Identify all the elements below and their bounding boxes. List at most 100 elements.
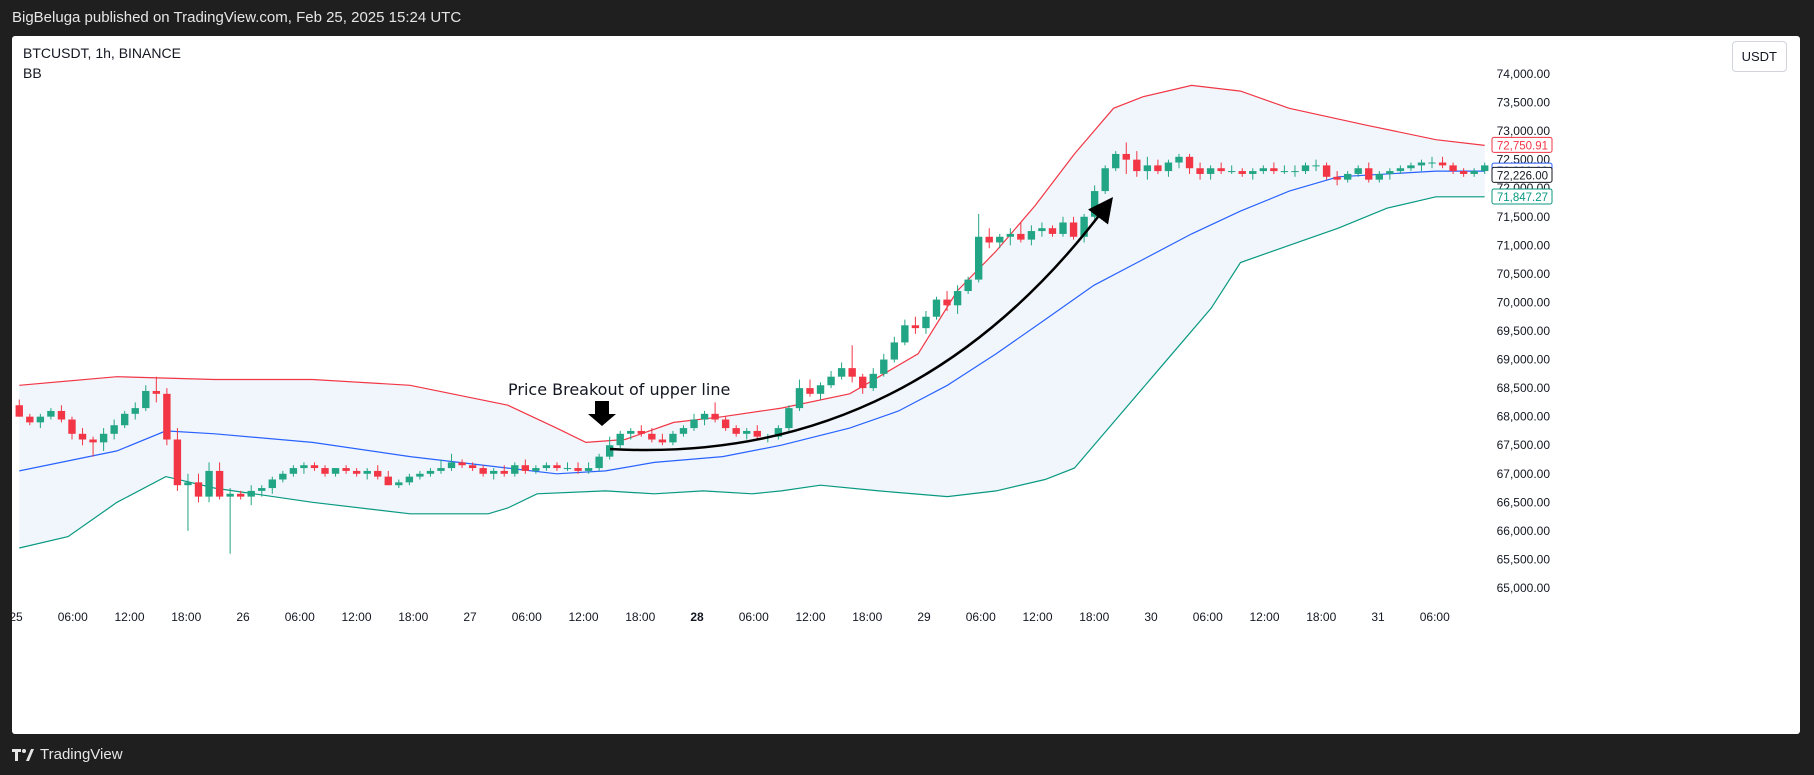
- candle-body: [226, 493, 234, 497]
- x-tick-label: 18:00: [852, 610, 882, 624]
- y-tick-label: 71,000.00: [1497, 238, 1551, 252]
- bollinger-bands: [19, 84, 1485, 549]
- candle-body: [416, 473, 424, 477]
- candle-body: [1154, 165, 1162, 172]
- tradingview-logo[interactable]: TradingView: [12, 746, 123, 763]
- x-tick-label: 06:00: [58, 610, 88, 624]
- x-tick-label: 18:00: [171, 610, 201, 624]
- x-tick-label: 12:00: [341, 610, 371, 624]
- candle-body: [785, 408, 793, 429]
- candle-body: [1185, 156, 1194, 169]
- candle-body: [1175, 156, 1183, 163]
- candle-body: [679, 428, 688, 434]
- price-tag-text: 72,226.00: [1497, 170, 1548, 182]
- candle-body: [1270, 168, 1278, 172]
- candle-body: [1417, 162, 1426, 166]
- candle-body: [1101, 168, 1109, 192]
- time-axis[interactable]: 25 06:00 12:00 18:00 26 06:00 12:00 18:00 27 06:0…: [12, 610, 1450, 624]
- candle-body: [848, 368, 856, 377]
- candle-body: [1027, 231, 1036, 240]
- candle-body: [1301, 165, 1310, 172]
- candle-body: [374, 470, 382, 477]
- candle-body: [78, 433, 87, 440]
- candle-body: [816, 385, 825, 394]
- candles: [15, 142, 1489, 554]
- candle-body: [1459, 171, 1468, 174]
- candle-body: [289, 468, 298, 474]
- candle-body: [500, 470, 508, 474]
- candle-body: [806, 388, 814, 394]
- candle-body: [1143, 165, 1152, 172]
- tradingview-logo-icon: [12, 748, 34, 761]
- x-tick-label: 12:00: [1249, 610, 1279, 624]
- candle-body: [194, 482, 203, 497]
- candle-body: [268, 479, 276, 489]
- candle-body: [479, 468, 487, 474]
- y-tick-label: 68,000.00: [1497, 410, 1551, 424]
- candle-body: [184, 482, 192, 486]
- x-tick-label: 12:00: [1022, 610, 1052, 624]
- candle-body: [279, 473, 287, 480]
- candle-body: [553, 465, 561, 469]
- candle-body: [1396, 168, 1405, 172]
- candle-body: [1259, 168, 1268, 172]
- candle-body: [1048, 228, 1057, 234]
- candle-body: [753, 430, 761, 437]
- y-tick-label: 69,000.00: [1497, 353, 1551, 367]
- candle-body: [1386, 171, 1394, 174]
- candle-body: [943, 299, 951, 306]
- candle-body: [521, 465, 530, 471]
- chart-panel[interactable]: Price Breakout of upper line 74,000.00 73…: [12, 36, 1800, 734]
- candle-body: [743, 430, 751, 434]
- candle-body: [490, 470, 498, 474]
- candle-body: [99, 433, 108, 443]
- candle-body: [532, 468, 540, 471]
- candle-body: [1080, 216, 1088, 237]
- price-tag-text: 71,847.27: [1497, 192, 1548, 204]
- candle-body: [426, 470, 435, 474]
- price-chart[interactable]: Price Breakout of upper line 74,000.00 73…: [12, 36, 1800, 734]
- candle-body: [1017, 233, 1025, 240]
- candle-body: [932, 299, 941, 317]
- candle-body: [36, 416, 45, 423]
- candle-body: [922, 316, 930, 329]
- candle-body: [1164, 162, 1173, 172]
- indicator-label[interactable]: BB: [23, 65, 42, 81]
- candle-body: [911, 325, 920, 329]
- y-tick-label: 71,500.00: [1497, 210, 1551, 224]
- y-tick-label: 65,000.00: [1497, 581, 1551, 595]
- candle-body: [658, 439, 667, 443]
- candle-body: [395, 482, 403, 486]
- price-axis[interactable]: 74,000.0073,500.0073,000.0072,500.0072,0…: [1497, 67, 1551, 595]
- candle-body: [837, 368, 846, 377]
- candle-body: [1449, 165, 1457, 172]
- x-tick-label: 18:00: [1306, 610, 1336, 624]
- band-fill: [19, 85, 1485, 549]
- candle-body: [511, 465, 519, 474]
- candle-body: [342, 468, 350, 471]
- currency-button[interactable]: USDT: [1731, 41, 1787, 72]
- x-tick-label: 26: [236, 610, 250, 624]
- candle-body: [331, 468, 340, 474]
- candle-body: [1470, 171, 1478, 174]
- x-tick-label: 18:00: [625, 610, 655, 624]
- candle-body: [236, 493, 245, 497]
- candle-body: [142, 390, 150, 409]
- candle-body: [468, 465, 477, 469]
- candle-body: [574, 468, 582, 471]
- candle-body: [627, 430, 635, 434]
- candle-body: [1322, 165, 1331, 177]
- y-tick-label: 73,000.00: [1497, 124, 1551, 138]
- candle-body: [563, 468, 572, 470]
- candle-body: [869, 373, 877, 389]
- candle-body: [215, 470, 224, 497]
- x-tick-label: 06:00: [966, 610, 996, 624]
- candle-body: [1249, 171, 1257, 174]
- candle-body: [721, 419, 730, 429]
- candle-body: [985, 236, 993, 243]
- candle-body: [1312, 165, 1320, 167]
- symbol-title[interactable]: BTCUSDT, 1h, BINANCE: [23, 45, 181, 61]
- y-tick-label: 70,000.00: [1497, 295, 1551, 309]
- y-tick-label: 66,500.00: [1497, 495, 1551, 509]
- candle-body: [1122, 153, 1130, 160]
